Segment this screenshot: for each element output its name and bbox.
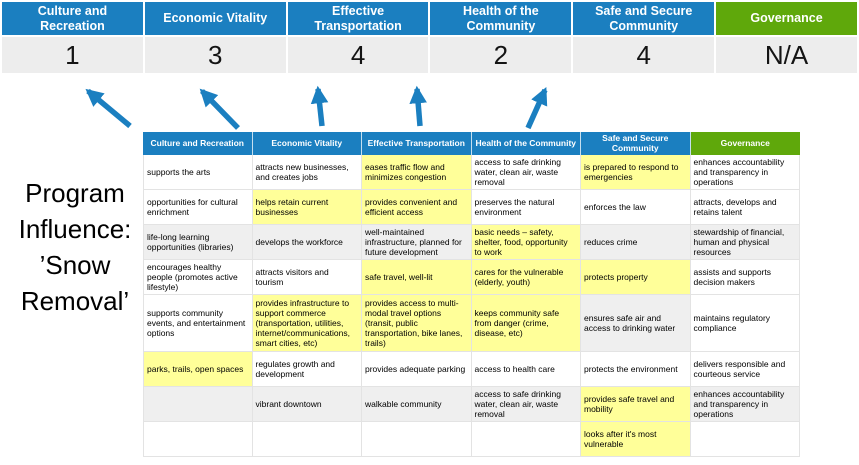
- matrix-cell: [143, 387, 253, 422]
- matrix-cell: looks after it's most vulnerable: [581, 422, 691, 457]
- influence-matrix: Culture and Recreation Economic Vitality E…: [143, 132, 800, 457]
- matrix-cell: encourages healthy people (promotes acti…: [143, 260, 253, 295]
- matrix-cell: attracts, develops and retains talent: [690, 190, 800, 225]
- arrow-up-icon: [409, 85, 427, 127]
- matrix-cell: reduces crime: [581, 225, 691, 260]
- banner-category: Effective Transportation: [287, 2, 429, 35]
- matrix-cell: develops the workforce: [252, 225, 362, 260]
- matrix-cell: access to health care: [471, 352, 581, 387]
- matrix-cell: regulates growth and development: [252, 352, 362, 387]
- matrix-cell: provides infrastructure to support comme…: [252, 295, 362, 352]
- matrix-cell: provides adequate parking: [362, 352, 472, 387]
- matrix-cell: ensures safe air and access to drinking …: [581, 295, 691, 352]
- matrix-cell: walkable community: [362, 387, 472, 422]
- matrix-cell: protects property: [581, 260, 691, 295]
- matrix-cell: keeps community safe from danger (crime,…: [471, 295, 581, 352]
- matrix-cell: attracts visitors and tourism: [252, 260, 362, 295]
- matrix-cell: maintains regulatory compliance: [690, 295, 800, 352]
- category-score: 4: [573, 37, 715, 73]
- arrow-up-icon: [199, 88, 240, 130]
- matrix-cell: provides access to multi-modal travel op…: [362, 295, 472, 352]
- matrix-cell: enhances accountability and transparency…: [690, 387, 800, 422]
- category-score: 3: [144, 37, 286, 73]
- matrix-cell: provides convenient and efficient access: [362, 190, 472, 225]
- matrix-cell: [690, 422, 800, 457]
- banner-category: Economic Vitality: [144, 2, 286, 35]
- matrix-cell: supports the arts: [143, 155, 253, 190]
- matrix-cell: is prepared to respond to emergencies: [581, 155, 691, 190]
- matrix-cell: [362, 422, 472, 457]
- influence-arrows: [85, 85, 548, 130]
- banner-category: Governance: [716, 2, 857, 35]
- matrix-cell: parks, trails, open spaces: [143, 352, 253, 387]
- arrow-up-icon: [310, 85, 329, 127]
- matrix-cell: stewardship of financial, human and phys…: [690, 225, 800, 260]
- category-score: 1: [2, 37, 143, 73]
- matrix-cell: well-maintained infrastructure, planned …: [362, 225, 472, 260]
- matrix-header: Health of the Community: [471, 132, 581, 155]
- arrow-up-icon: [85, 88, 132, 129]
- banner-category: Safe and Secure Community: [573, 2, 715, 35]
- matrix-cell: delivers responsible and courteous servi…: [690, 352, 800, 387]
- matrix-header: Effective Transportation: [362, 132, 472, 155]
- matrix-cell: enforces the law: [581, 190, 691, 225]
- matrix-header: Governance: [690, 132, 800, 155]
- arrow-up-icon: [525, 86, 548, 130]
- category-score: 4: [287, 37, 429, 73]
- priority-banner: Culture and Recreation Economic Vitality E…: [2, 2, 857, 35]
- matrix-cell: helps retain current businesses: [252, 190, 362, 225]
- matrix-header: Economic Vitality: [252, 132, 362, 155]
- category-score: 2: [430, 37, 572, 73]
- matrix-cell: protects the environment: [581, 352, 691, 387]
- matrix-cell: eases traffic flow and minimizes congest…: [362, 155, 472, 190]
- matrix-cell: assists and supports decision makers: [690, 260, 800, 295]
- matrix-cell: preserves the natural environment: [471, 190, 581, 225]
- matrix-cell: cares for the vulnerable (elderly, youth…: [471, 260, 581, 295]
- banner-category: Culture and Recreation: [2, 2, 143, 35]
- matrix-cell: safe travel, well-lit: [362, 260, 472, 295]
- matrix-cell: access to safe drinking water, clean air…: [471, 155, 581, 190]
- matrix-cell: opportunities for cultural enrichment: [143, 190, 253, 225]
- banner-category: Health of the Community: [430, 2, 572, 35]
- matrix-cell: vibrant downtown: [252, 387, 362, 422]
- matrix-cell: attracts new businesses, and creates job…: [252, 155, 362, 190]
- matrix-cell: life-long learning opportunities (librar…: [143, 225, 253, 260]
- matrix-header: Culture and Recreation: [143, 132, 253, 155]
- matrix-cell: supports community events, and entertain…: [143, 295, 253, 352]
- matrix-cell: provides safe travel and mobility: [581, 387, 691, 422]
- program-title: Program Influence: ’Snow Removal’: [18, 178, 132, 316]
- matrix-cell: basic needs – safety, shelter, food, opp…: [471, 225, 581, 260]
- matrix-cell: enhances accountability and transparency…: [690, 155, 800, 190]
- matrix-cell: [252, 422, 362, 457]
- matrix-cell: [143, 422, 253, 457]
- score-row: 1 3 4 2 4 N/A: [2, 37, 857, 73]
- matrix-cell: [471, 422, 581, 457]
- matrix-cell: access to safe drinking water, clean air…: [471, 387, 581, 422]
- category-score: N/A: [716, 37, 857, 73]
- matrix-header: Safe and Secure Community: [581, 132, 691, 155]
